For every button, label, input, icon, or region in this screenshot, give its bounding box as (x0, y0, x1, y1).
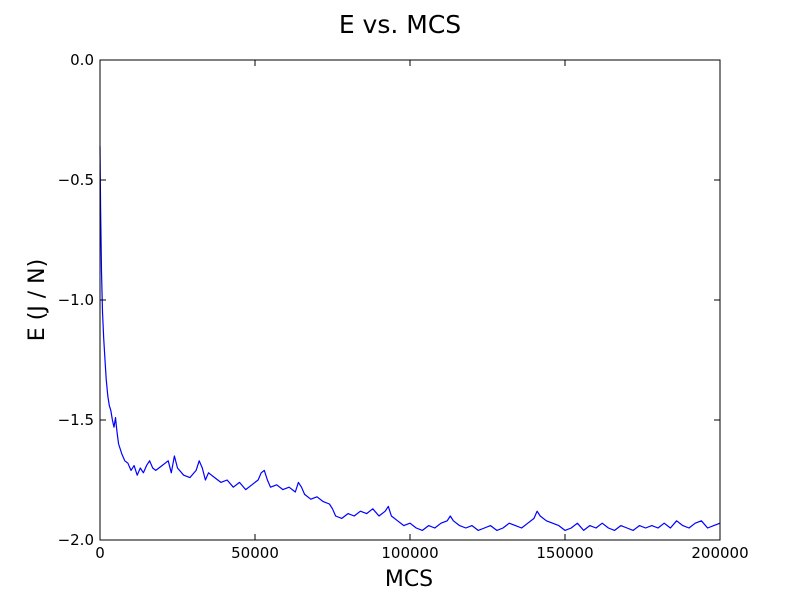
plot-frame (99, 59, 721, 541)
y-tick-label: −2.0 (58, 531, 94, 549)
x-tick-label: 0 (95, 544, 105, 562)
x-tick-label: 100000 (381, 544, 438, 562)
chart-title: E vs. MCS (339, 10, 461, 39)
x-tick-label: 50000 (231, 544, 279, 562)
x-axis-label: MCS (385, 567, 433, 592)
series-layer (99, 146, 721, 532)
y-axis-label: E (J / N) (25, 259, 50, 341)
y-tick-label: −1.5 (58, 411, 94, 429)
x-tick-label: 200000 (691, 544, 748, 562)
x-axis: 0 50000 100000 150000 200000 (95, 60, 749, 562)
y-axis: 0.0 −0.5 −1.0 −1.5 −2.0 (58, 51, 720, 549)
y-tick-label: −0.5 (58, 171, 94, 189)
series-line-0 (99, 146, 721, 532)
y-tick-label: −1.0 (58, 291, 94, 309)
x-tick-label: 150000 (536, 544, 593, 562)
y-tick-label: 0.0 (70, 51, 94, 69)
